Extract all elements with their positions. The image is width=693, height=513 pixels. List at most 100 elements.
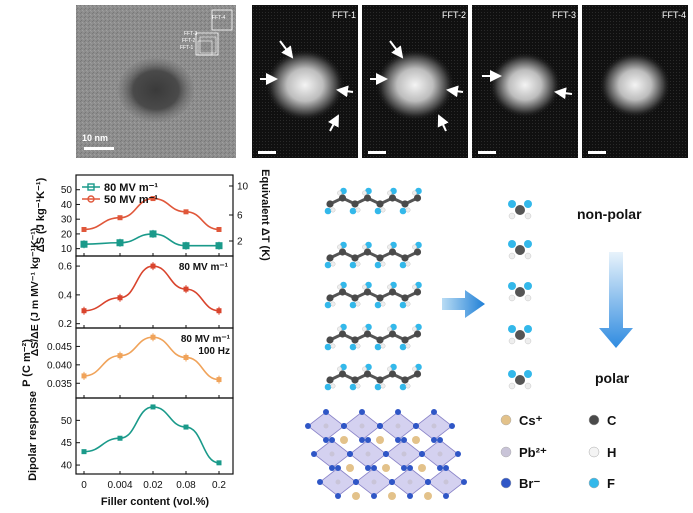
carbon-atom	[413, 330, 422, 338]
chart-1-point	[81, 226, 87, 232]
hydrogen-atom	[330, 207, 336, 213]
legend-dot-3	[500, 446, 512, 458]
hydrogen-atom	[387, 284, 392, 290]
nanoparticle	[118, 58, 194, 122]
bromine-atom	[329, 437, 335, 443]
carbon-atom	[338, 288, 347, 296]
legend-dot-5	[500, 477, 512, 489]
fft-4-box	[211, 9, 233, 31]
fluorine-atom	[399, 301, 407, 309]
fft-2-label: FFT-2	[442, 10, 466, 20]
bromine-atom	[341, 423, 347, 429]
transition-arrow	[442, 290, 485, 318]
fft-panels: FFT-1 FFT-2 FFT-3 FFT-4	[252, 5, 688, 158]
bromine-atom	[407, 493, 413, 499]
fluorine-atom	[349, 207, 357, 215]
tem-label-fft1: FFT-1	[180, 45, 194, 51]
lead-atom	[335, 479, 341, 485]
fft-panel-1	[252, 5, 358, 158]
fft-panel-3	[472, 5, 578, 158]
lead-atom	[437, 451, 443, 457]
hydrogen-atom	[524, 252, 532, 260]
bromine-atom	[443, 465, 449, 471]
carbon-atom	[376, 336, 384, 344]
lead-atom	[359, 423, 365, 429]
fluorine-atom	[508, 200, 516, 208]
hydrogen-atom	[362, 244, 367, 250]
hydrogen-atom	[355, 207, 361, 213]
fft-4-label: FFT-4	[662, 10, 686, 20]
tem-label-fft3: FFT-3	[184, 31, 198, 37]
chains-graphic	[305, 187, 633, 500]
carbon-atom	[376, 294, 384, 302]
carbon-atom	[401, 336, 409, 344]
polar-label: polar	[595, 370, 630, 386]
carbon-atom	[338, 330, 347, 338]
legend-c-label: C	[607, 413, 617, 428]
chain-end-view	[508, 240, 532, 260]
lead-atom	[407, 479, 413, 485]
hydrogen-atom	[337, 244, 342, 250]
hydrogen-atom	[524, 294, 532, 302]
carbon-atom	[401, 254, 409, 262]
chart-4-series-line	[83, 406, 220, 464]
hydrogen-atom	[508, 382, 516, 390]
charts-svg: 10203040500.20.40.60.0350.0400.045404550…	[21, 169, 271, 508]
hydrogen-atom	[337, 366, 342, 372]
fft-graphic	[252, 5, 688, 158]
cesium-atom	[382, 464, 390, 472]
legend-h-label: H	[607, 445, 617, 460]
chart-4-ytick-label: 40	[61, 461, 73, 472]
lead-atom	[401, 451, 407, 457]
hydrogen-atom	[330, 261, 336, 267]
fluorine-atom	[349, 261, 357, 269]
hydrogen-atom	[355, 261, 361, 267]
chart-2-point	[183, 286, 189, 292]
carbon-atom	[338, 194, 347, 202]
carbon-atom	[363, 288, 372, 296]
chart-1-ytick-label: 20	[61, 229, 73, 240]
chart-1-point	[80, 240, 88, 248]
chart-3-point	[150, 334, 156, 340]
carbon-atom	[376, 200, 384, 208]
bromine-atom	[449, 423, 455, 429]
bromine-atom	[377, 423, 383, 429]
tem-label-fft4: FFT-4	[212, 15, 226, 21]
carbon-atom	[413, 370, 422, 378]
lead-atom	[431, 423, 437, 429]
x-axis-label: Filler content (vol.%)	[101, 496, 210, 508]
chart-1-point	[116, 239, 124, 247]
legend-dot-4	[588, 446, 600, 458]
carbon-atom	[351, 200, 359, 208]
lead-atom	[395, 423, 401, 429]
legend-50-label: 50 MV m⁻¹	[104, 194, 158, 206]
carbon-atom	[388, 194, 397, 202]
fluorine-atom	[399, 343, 407, 351]
hydrogen-atom	[355, 383, 361, 389]
bromine-atom	[419, 451, 425, 457]
chain-end-view	[508, 370, 532, 390]
hydrogen-atom	[412, 366, 417, 372]
chart-3-point	[216, 377, 222, 383]
carbon-atom	[338, 248, 347, 256]
hydrogen-atom	[508, 337, 516, 345]
x-tick-label: 0.2	[212, 480, 226, 491]
chart-1-ytick-label: 10	[61, 244, 73, 255]
bromine-atom	[335, 465, 341, 471]
chart-1-ytick-label: 30	[61, 215, 73, 226]
fluorine-atom	[524, 240, 532, 248]
chart-4-point	[81, 449, 87, 455]
bromine-atom	[401, 437, 407, 443]
chart-4-point	[117, 435, 123, 441]
hydrogen-atom	[524, 337, 532, 345]
fluorine-atom	[324, 383, 332, 391]
chart-3-point	[183, 354, 189, 360]
chart-1-point	[150, 196, 156, 202]
carbon-atom	[363, 248, 372, 256]
hydrogen-atom	[380, 383, 386, 389]
chart-4-frame	[75, 397, 234, 475]
bromine-atom	[383, 451, 389, 457]
chart-1-ytick-label: 40	[61, 200, 73, 211]
fluorine-atom	[399, 261, 407, 269]
polarity-arrow	[599, 252, 633, 348]
